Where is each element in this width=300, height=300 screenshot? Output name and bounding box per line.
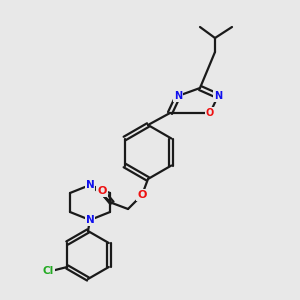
Text: N: N (214, 91, 222, 101)
Text: O: O (97, 186, 107, 196)
Text: O: O (206, 108, 214, 118)
Text: Cl: Cl (43, 266, 54, 276)
Text: N: N (85, 215, 94, 225)
Text: O: O (137, 190, 147, 200)
Text: N: N (85, 180, 94, 190)
Text: N: N (174, 91, 182, 101)
